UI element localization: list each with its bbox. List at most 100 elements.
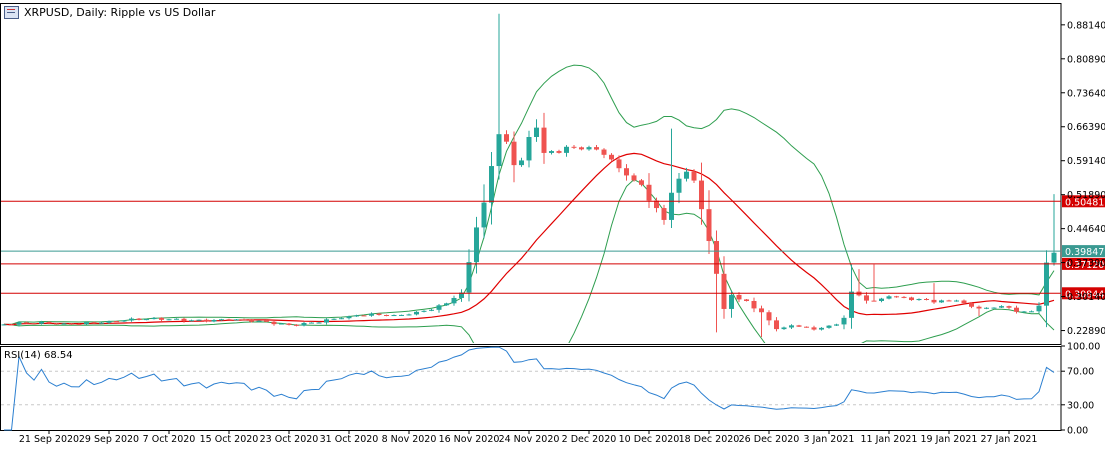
candle[interactable] (954, 299, 959, 302)
candle[interactable] (654, 197, 659, 213)
candle[interactable] (541, 112, 547, 164)
candle[interactable] (849, 264, 854, 329)
candle[interactable] (601, 148, 607, 159)
candle[interactable] (999, 305, 1004, 309)
candle[interactable] (316, 321, 322, 324)
candle[interactable] (556, 149, 562, 154)
candle[interactable] (759, 305, 764, 338)
candle[interactable] (481, 184, 487, 239)
candle[interactable] (616, 155, 622, 173)
candle[interactable] (76, 323, 82, 326)
candle[interactable] (309, 322, 314, 324)
candle[interactable] (766, 310, 772, 326)
candle[interactable] (699, 162, 704, 225)
candle[interactable] (549, 150, 554, 155)
candle[interactable] (331, 318, 337, 320)
candle[interactable] (804, 326, 809, 328)
candle[interactable] (714, 230, 719, 333)
candle[interactable] (496, 13, 502, 180)
candle[interactable] (219, 318, 224, 321)
candle[interactable] (189, 319, 194, 322)
candle[interactable] (429, 308, 434, 312)
candle[interactable] (286, 322, 292, 326)
candle[interactable] (939, 299, 944, 303)
candle[interactable] (436, 304, 442, 313)
candle[interactable] (661, 204, 667, 225)
candle[interactable] (624, 164, 629, 181)
candle[interactable] (196, 319, 202, 321)
candle[interactable] (234, 319, 239, 321)
candle[interactable] (466, 249, 472, 302)
candle[interactable] (1006, 305, 1012, 309)
candle[interactable] (834, 323, 839, 326)
candle[interactable] (369, 312, 374, 317)
candle[interactable] (226, 318, 232, 321)
candle[interactable] (916, 298, 922, 301)
candle[interactable] (579, 146, 584, 151)
candle[interactable] (631, 173, 637, 182)
candle[interactable] (691, 169, 697, 184)
candle[interactable] (976, 305, 982, 316)
candle[interactable] (669, 128, 674, 228)
candle[interactable] (459, 289, 464, 302)
candle[interactable] (39, 320, 44, 325)
candle[interactable] (826, 325, 832, 329)
candle[interactable] (534, 119, 539, 142)
candle[interactable] (879, 297, 884, 303)
candle[interactable] (774, 317, 779, 332)
candle[interactable] (271, 320, 277, 326)
candle[interactable] (406, 313, 412, 316)
candle[interactable] (984, 307, 989, 310)
candle[interactable] (1029, 310, 1034, 313)
candle[interactable] (751, 297, 757, 313)
candle[interactable] (571, 144, 577, 149)
candle[interactable] (31, 322, 37, 325)
candle[interactable] (399, 314, 404, 316)
candle[interactable] (211, 319, 217, 323)
candle[interactable] (901, 296, 907, 299)
candle[interactable] (1, 323, 7, 326)
candle[interactable] (159, 317, 164, 322)
candle[interactable] (444, 302, 449, 306)
candle[interactable] (61, 323, 67, 325)
candle[interactable] (354, 314, 359, 317)
candle[interactable] (1036, 302, 1042, 314)
candle[interactable] (1021, 311, 1027, 313)
candle[interactable] (894, 295, 899, 298)
candle[interactable] (961, 299, 967, 304)
candle[interactable] (526, 130, 532, 168)
candle[interactable] (301, 321, 307, 327)
candle[interactable] (91, 321, 97, 324)
candle[interactable] (174, 318, 179, 320)
candle[interactable] (864, 292, 869, 304)
candle[interactable] (856, 269, 862, 297)
candle[interactable] (1014, 305, 1019, 314)
candle[interactable] (121, 320, 127, 323)
candle[interactable] (384, 314, 389, 317)
candle[interactable] (324, 318, 329, 325)
candle[interactable] (391, 314, 397, 317)
candle[interactable] (646, 173, 652, 208)
candle[interactable] (84, 321, 89, 325)
candle[interactable] (639, 179, 644, 187)
candle[interactable] (736, 292, 742, 303)
candle[interactable] (361, 315, 367, 317)
candle[interactable] (294, 324, 299, 327)
candle[interactable] (1051, 194, 1057, 266)
candle[interactable] (489, 152, 494, 225)
candle[interactable] (241, 318, 247, 321)
candle[interactable] (504, 130, 509, 144)
candle[interactable] (796, 324, 802, 328)
candle[interactable] (144, 318, 149, 321)
candle[interactable] (594, 145, 599, 151)
candle[interactable] (166, 318, 172, 321)
candle[interactable] (721, 256, 727, 319)
candle[interactable] (676, 172, 682, 204)
candle[interactable] (9, 323, 14, 326)
candle[interactable] (819, 327, 824, 331)
candle[interactable] (511, 131, 517, 183)
candle[interactable] (69, 323, 74, 325)
candle[interactable] (706, 190, 712, 254)
candle[interactable] (886, 295, 892, 300)
